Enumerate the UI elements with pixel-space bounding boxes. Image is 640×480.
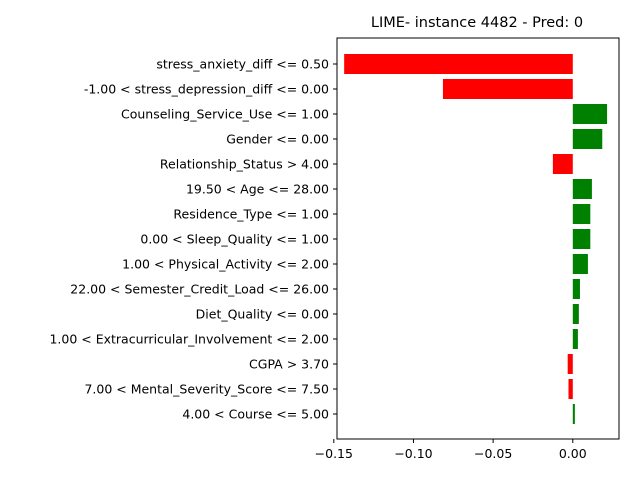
- bar: [572, 104, 608, 124]
- y-tick-label: Relationship_Status > 4.00: [160, 157, 329, 172]
- bars-group: [344, 54, 608, 424]
- y-tick-label: 1.00 < Extracurricular_Involvement <= 2.…: [49, 332, 329, 347]
- x-tick-label: −0.10: [394, 446, 432, 461]
- bar: [572, 404, 575, 424]
- y-tick-label: CGPA > 3.70: [249, 357, 329, 372]
- axes-frame: [336, 37, 620, 440]
- bar: [572, 254, 588, 274]
- y-tick-label: 22.00 < Semester_Credit_Load <= 26.00: [70, 282, 329, 297]
- y-tick-label: 19.50 < Age <= 28.00: [186, 182, 329, 197]
- bar: [572, 304, 579, 324]
- y-tick-label: Diet_Quality <= 0.00: [196, 307, 329, 322]
- y-tick-label: Gender <= 0.00: [226, 132, 329, 147]
- bar: [568, 379, 573, 399]
- bar: [572, 279, 580, 299]
- y-tick-label: 7.00 < Mental_Severity_Score <= 7.50: [84, 382, 329, 397]
- x-tick-label: −0.05: [474, 446, 512, 461]
- bar: [572, 204, 591, 224]
- x-tick-label: 0.00: [559, 446, 587, 461]
- y-tick-label: -1.00 < stress_depression_diff <= 0.00: [84, 82, 329, 97]
- bar: [442, 79, 573, 99]
- y-tick-label: 4.00 < Course <= 5.00: [182, 407, 329, 422]
- bar: [344, 54, 573, 74]
- x-tick-group: −0.15 −0.10 −0.05 0.00: [315, 439, 587, 461]
- bar: [572, 329, 578, 349]
- bar: [572, 179, 592, 199]
- y-tick-label: 0.00 < Sleep_Quality <= 1.00: [140, 232, 329, 247]
- bar: [572, 229, 591, 249]
- y-tick-labels: stress_anxiety_diff <= 0.50 -1.00 < stres…: [49, 57, 337, 422]
- y-tick-label: stress_anxiety_diff <= 0.50: [156, 57, 329, 72]
- bar: [567, 354, 573, 374]
- bar: [552, 154, 573, 174]
- chart-title: LIME- instance 4482 - Pred: 0: [371, 15, 583, 31]
- bar: [572, 129, 603, 149]
- y-tick-label: Residence_Type <= 1.00: [173, 207, 329, 222]
- y-tick-label: Counseling_Service_Use <= 1.00: [121, 107, 329, 122]
- y-tick-label: 1.00 < Physical_Activity <= 2.00: [122, 257, 329, 272]
- x-tick-label: −0.15: [315, 446, 353, 461]
